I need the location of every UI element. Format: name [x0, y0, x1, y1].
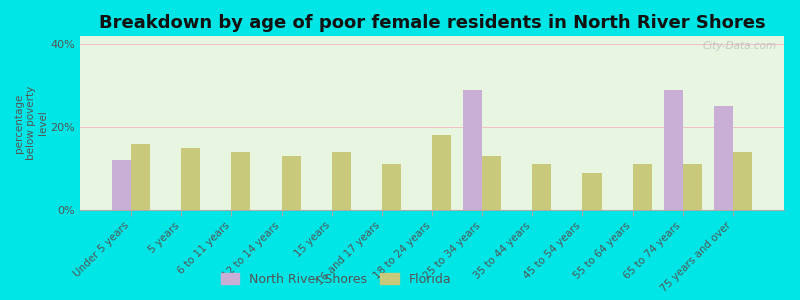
Bar	[231, 152, 250, 210]
Bar	[382, 164, 401, 210]
Bar	[582, 173, 602, 210]
Bar	[182, 148, 200, 210]
Bar	[282, 156, 301, 210]
Bar	[714, 106, 733, 210]
Bar	[733, 152, 752, 210]
Bar	[463, 90, 482, 210]
Bar	[332, 152, 350, 210]
Bar	[532, 164, 551, 210]
Text: City-Data.com: City-Data.com	[703, 41, 777, 51]
Y-axis label: percentage
below poverty
level: percentage below poverty level	[14, 86, 48, 160]
Bar	[482, 156, 502, 210]
Bar	[664, 90, 682, 210]
Bar	[682, 164, 702, 210]
Bar	[131, 144, 150, 210]
Title: Breakdown by age of poor female residents in North River Shores: Breakdown by age of poor female resident…	[98, 14, 766, 32]
Bar	[633, 164, 652, 210]
Bar	[432, 135, 451, 210]
Bar	[112, 160, 131, 210]
Legend: North River Shores, Florida: North River Shores, Florida	[216, 268, 456, 291]
